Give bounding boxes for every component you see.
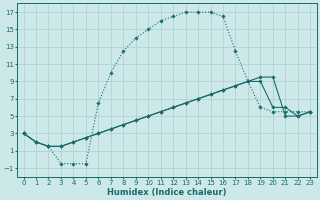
X-axis label: Humidex (Indice chaleur): Humidex (Indice chaleur) xyxy=(107,188,227,197)
